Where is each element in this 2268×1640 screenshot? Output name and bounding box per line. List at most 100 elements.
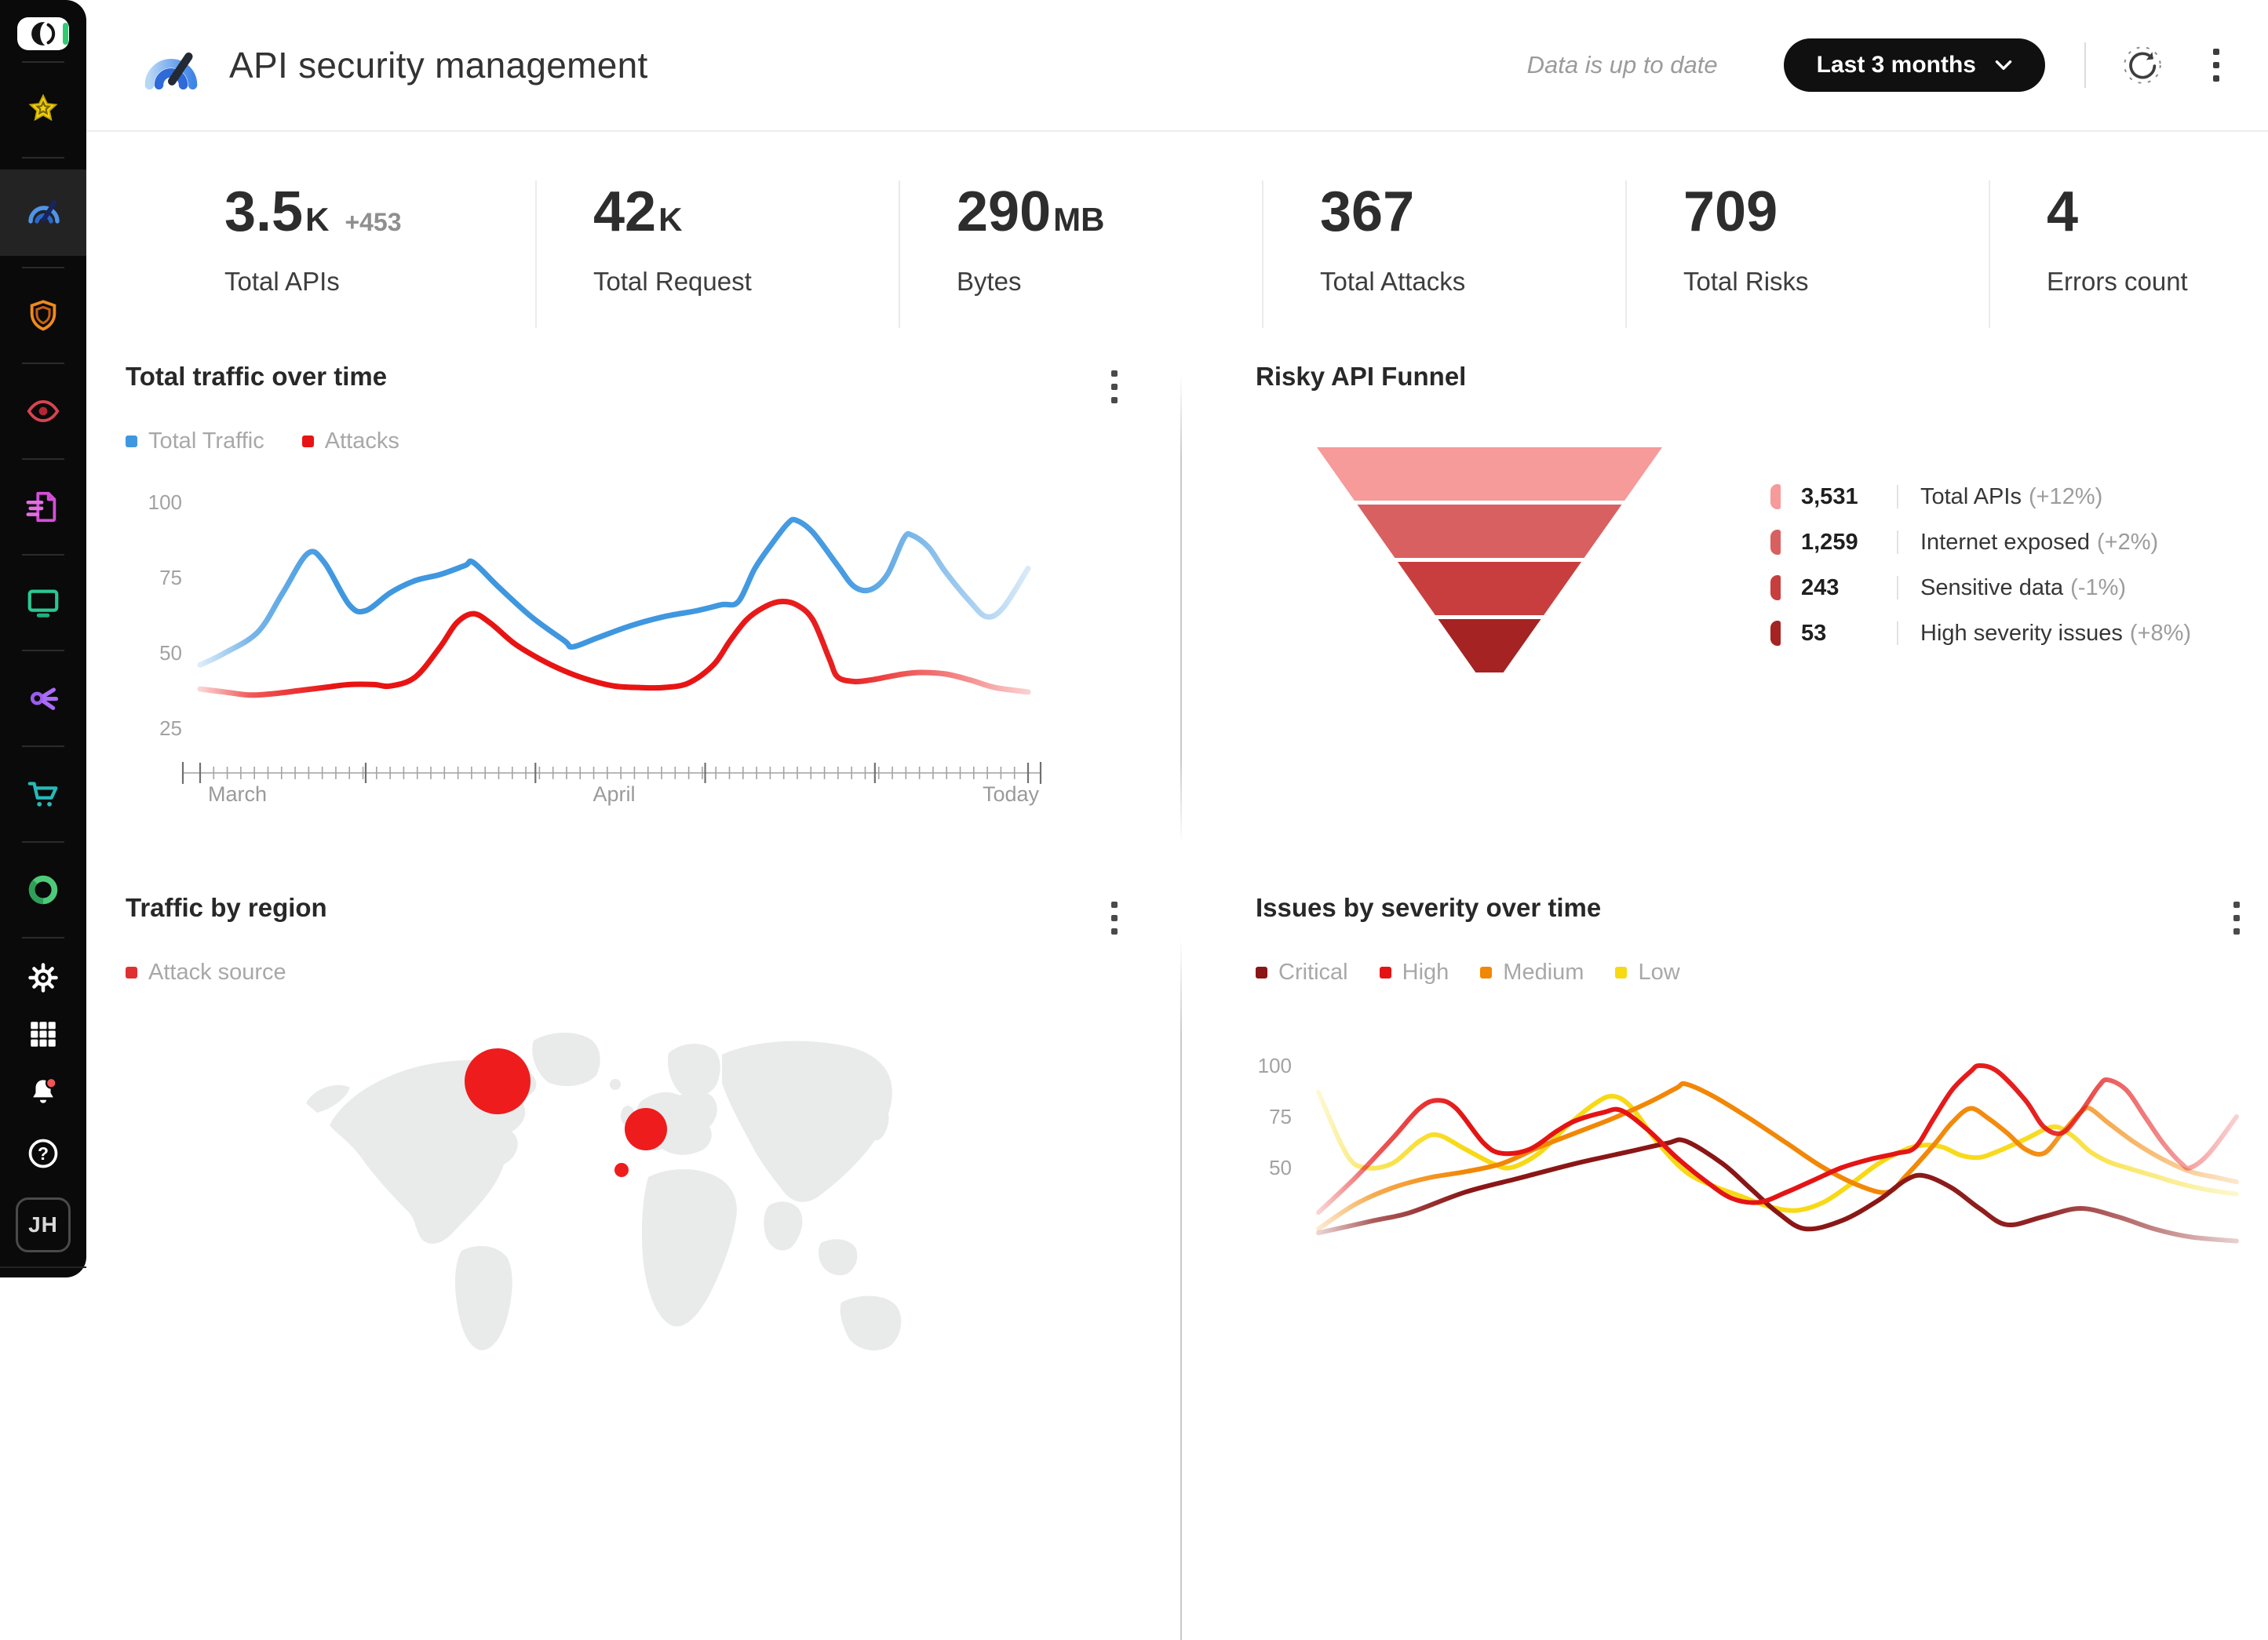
region-legend: Attack source xyxy=(126,960,1122,986)
stat-label: Total Risks xyxy=(1683,267,1809,296)
sidebar-divider xyxy=(22,458,64,460)
world-map xyxy=(298,1008,902,1376)
svg-text:75: 75 xyxy=(1269,1105,1292,1128)
funnel-value: 3,531 xyxy=(1801,483,1858,509)
cart-icon xyxy=(25,776,61,812)
stat-errors-count: 4 Errors count xyxy=(1989,180,2268,328)
svg-text:?: ? xyxy=(38,1143,49,1164)
legend-swatch xyxy=(1379,967,1391,979)
sidebar-item-network-share[interactable] xyxy=(0,662,86,734)
svg-text:100: 100 xyxy=(1258,1054,1292,1077)
monitor-icon xyxy=(25,585,61,621)
stat-bytes: 290 MB Bytes xyxy=(899,180,1262,328)
funnel-row-total-apis: 3,531 Total APIs (+12%) xyxy=(1770,481,2191,512)
page-title: API security management xyxy=(229,45,648,86)
svg-text:50: 50 xyxy=(159,641,182,665)
sidebar-item-shield[interactable] xyxy=(0,279,86,352)
header-divider xyxy=(2084,42,2086,88)
sidebar-item-apps[interactable] xyxy=(0,1006,86,1062)
legend-swatch xyxy=(1615,967,1628,979)
sidebar-item-rings[interactable] xyxy=(0,854,86,926)
funnel-divider xyxy=(1897,530,1898,555)
stat-label: Errors count xyxy=(2047,267,2188,296)
svg-text:April: April xyxy=(593,782,635,806)
time-range-dropdown[interactable]: Last 3 months xyxy=(1783,38,2045,92)
refresh-icon xyxy=(2122,45,2163,86)
stat-value: 4 xyxy=(2047,180,2079,243)
panel-total-traffic: Total traffic over time Total Traffic At… xyxy=(126,362,1122,815)
stat-value: 709 xyxy=(1683,180,1778,243)
svg-text:25: 25 xyxy=(159,716,182,740)
legend-item-low[interactable]: Low xyxy=(1615,960,1680,986)
panel-risky-api-funnel: Risky API Funnel 3,531 Total APIs (+12%) xyxy=(1256,362,2244,815)
legend-label: Attacks xyxy=(324,428,399,454)
stat-suffix: K xyxy=(658,201,683,238)
stat-value: 42 xyxy=(593,180,657,243)
sidebar-item-marketplace[interactable] xyxy=(0,758,86,830)
stat-label: Total APIs xyxy=(224,267,340,296)
legend-swatch xyxy=(126,436,137,447)
traffic-legend: Total Traffic Attacks xyxy=(126,428,1122,454)
product-logo[interactable] xyxy=(17,17,69,50)
stat-delta: +453 xyxy=(345,208,402,236)
sidebar-item-api-security[interactable] xyxy=(0,169,86,256)
gear-icon xyxy=(27,961,60,994)
stat-suffix: MB xyxy=(1053,201,1105,238)
shield-icon xyxy=(25,297,61,333)
sidebar-item-help[interactable]: ? xyxy=(0,1122,86,1185)
funnel-delta: (+8%) xyxy=(2129,620,2192,646)
sidebar-item-notifications[interactable] xyxy=(0,1062,86,1122)
stat-value: 367 xyxy=(1320,180,1415,243)
legend-item-total-traffic[interactable]: Total Traffic xyxy=(126,428,264,454)
panel-menu-button[interactable] xyxy=(1107,897,1122,939)
panel-menu-button[interactable] xyxy=(1107,366,1122,408)
panel-title: Total traffic over time xyxy=(126,362,388,391)
sidebar-divider xyxy=(22,363,64,364)
panel-title: Risky API Funnel xyxy=(1256,362,1467,391)
funnel-divider xyxy=(1897,485,1898,509)
sidebar-item-favorites[interactable] xyxy=(0,74,86,146)
sidebar-divider xyxy=(22,157,64,159)
funnel-row-internet-exposed: 1,259 Internet exposed (+2%) xyxy=(1770,527,2191,558)
sidebar-item-data-transfer[interactable] xyxy=(0,471,86,543)
user-avatar[interactable]: JH xyxy=(16,1197,71,1252)
legend-label: High xyxy=(1402,960,1449,985)
sidebar-divider xyxy=(22,650,64,651)
sidebar-item-devices[interactable] xyxy=(0,567,86,639)
funnel-delta: (+2%) xyxy=(2097,529,2159,555)
header-overflow-menu[interactable] xyxy=(2208,44,2224,86)
stat-value: 290 xyxy=(957,180,1052,243)
funnel-divider xyxy=(1897,621,1898,646)
funnel-body: 3,531 Total APIs (+12%) 1,259 Internet e… xyxy=(1256,447,2244,683)
bell-icon xyxy=(26,1075,60,1110)
panel-menu-button[interactable] xyxy=(2229,897,2244,939)
sidebar-item-settings[interactable] xyxy=(0,949,86,1006)
attack-source-bubble xyxy=(624,1108,667,1151)
main-content: API security management Data is up to da… xyxy=(66,0,2268,1640)
attack-source-bubble xyxy=(465,1048,531,1114)
funnel-marker xyxy=(1770,621,1781,647)
sidebar-divider xyxy=(22,937,64,938)
panel-issues-by-severity: Issues by severity over time Critical Hi… xyxy=(1256,893,2244,1376)
legend-item-attack-source[interactable]: Attack source xyxy=(126,960,286,986)
document-transfer-icon xyxy=(25,489,61,525)
legend-item-attacks[interactable]: Attacks xyxy=(301,428,399,454)
chevron-down-icon xyxy=(1995,60,2012,71)
refresh-button[interactable] xyxy=(2122,45,2163,86)
legend-label: Total Traffic xyxy=(148,428,264,454)
svg-text:75: 75 xyxy=(159,566,182,589)
legend-item-medium[interactable]: Medium xyxy=(1480,960,1584,986)
panel-title: Issues by severity over time xyxy=(1256,893,1602,922)
stat-label: Bytes xyxy=(957,267,1022,296)
sidebar-item-observe[interactable] xyxy=(0,375,86,447)
legend-item-critical[interactable]: Critical xyxy=(1256,960,1348,986)
legend-label: Attack source xyxy=(148,960,286,985)
funnel-label: Total APIs xyxy=(1920,483,2022,509)
time-range-label: Last 3 months xyxy=(1816,52,1976,78)
world-map-silhouette xyxy=(306,1032,902,1350)
sidebar-expand-button[interactable] xyxy=(0,1266,86,1331)
funnel-value: 53 xyxy=(1801,620,1827,646)
legend-item-high[interactable]: High xyxy=(1379,960,1449,986)
stat-total-attacks: 367 Total Attacks xyxy=(1262,180,1625,328)
stat-total-risks: 709 Total Risks xyxy=(1625,180,1989,328)
